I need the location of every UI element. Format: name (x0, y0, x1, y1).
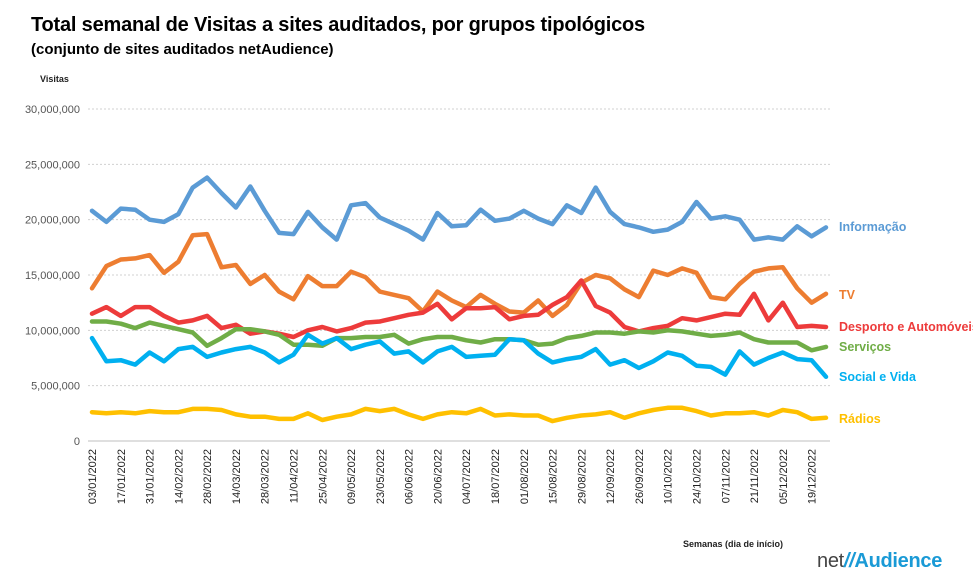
x-tick-label: 21/11/2022 (749, 449, 761, 503)
x-tick-label: 20/06/2022 (432, 449, 444, 504)
x-tick-label: 03/01/2022 (87, 449, 99, 504)
x-tick-label: 01/08/2022 (519, 449, 531, 504)
netaudience-logo: net//Audience (817, 550, 942, 573)
x-tick-label: 12/09/2022 (605, 449, 617, 504)
y-tick-label: 20,000,000 (25, 215, 80, 227)
x-tick-label: 24/10/2022 (691, 449, 703, 504)
x-tick-label: 04/07/2022 (461, 449, 473, 504)
y-tick-label: 0 (74, 436, 80, 448)
y-tick-label: 10,000,000 (25, 325, 80, 337)
series-line (89, 278, 829, 340)
series-line (89, 405, 829, 424)
y-tick-label: 5,000,000 (31, 381, 80, 393)
x-tick-label: 15/08/2022 (548, 449, 560, 504)
series-label: TV (839, 288, 856, 302)
x-tick-label: 11/04/2022 (288, 449, 300, 503)
logo-net: net (817, 550, 844, 572)
series-line (89, 319, 829, 353)
chart-subtitle: (conjunto de sites auditados netAudience… (31, 41, 334, 58)
x-tick-label: 09/05/2022 (346, 449, 358, 504)
x-tick-label: 14/02/2022 (173, 449, 185, 504)
x-tick-label: 14/03/2022 (231, 449, 243, 504)
x-tick-label: 28/03/2022 (260, 449, 272, 504)
y-axis-label: Visitas (40, 74, 69, 84)
x-tick-label: 05/12/2022 (778, 449, 790, 504)
series-label: Rádios (839, 412, 881, 426)
series-label: Social e Vida (839, 370, 917, 384)
x-tick-label: 28/02/2022 (202, 449, 214, 504)
series-label: Desporto e Automóveis (839, 320, 973, 334)
x-axis-label: Semanas (dia de início) (683, 539, 784, 549)
x-tick-label: 10/10/2022 (663, 449, 675, 504)
x-tick-label: 23/05/2022 (375, 449, 387, 504)
x-tick-label: 25/04/2022 (317, 449, 329, 504)
x-tick-label: 29/08/2022 (576, 449, 588, 504)
series-line (89, 332, 829, 380)
x-tick-label: 26/09/2022 (634, 449, 646, 504)
x-tick-label: 31/01/2022 (145, 449, 157, 504)
series-label: Serviços (839, 340, 891, 354)
series-line (89, 175, 829, 242)
y-tick-label: 30,000,000 (25, 104, 80, 116)
logo-slashes: // (843, 550, 855, 572)
logo-brand: Audience (854, 550, 943, 572)
y-tick-label: 25,000,000 (25, 159, 80, 171)
y-tick-label: 15,000,000 (25, 270, 80, 282)
x-tick-label: 19/12/2022 (807, 449, 819, 504)
x-tick-label: 17/01/2022 (116, 449, 128, 504)
x-tick-label: 06/06/2022 (404, 449, 416, 504)
x-tick-label: 07/11/2022 (720, 449, 732, 503)
series-label: Informação (839, 220, 907, 234)
series-line (89, 231, 829, 319)
x-tick-label: 18/07/2022 (490, 449, 502, 504)
chart-title: Total semanal de Visitas a sites auditad… (31, 14, 645, 36)
